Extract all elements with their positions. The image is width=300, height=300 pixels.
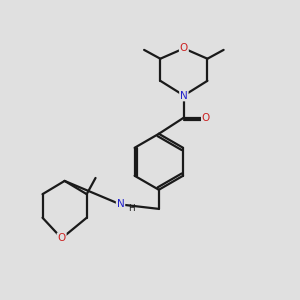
Text: O: O <box>202 112 210 123</box>
Text: H: H <box>128 204 134 213</box>
Text: O: O <box>58 233 66 243</box>
Text: N: N <box>180 91 188 100</box>
Text: N: N <box>117 200 124 209</box>
Text: O: O <box>180 44 188 53</box>
